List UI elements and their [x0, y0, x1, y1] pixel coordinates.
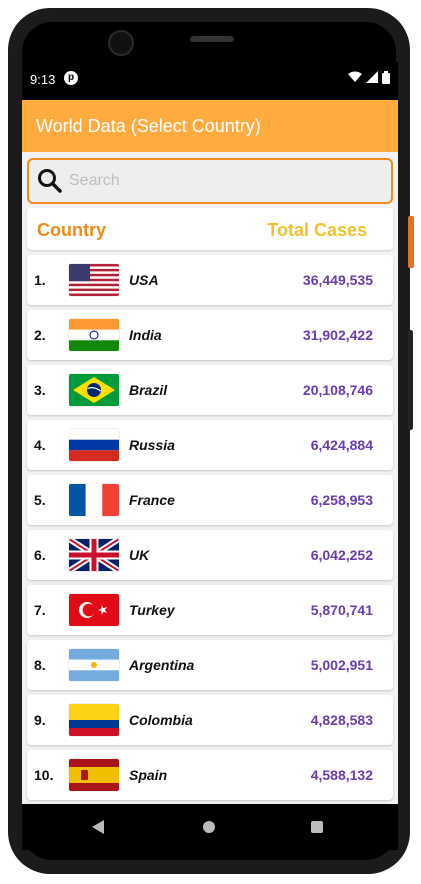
total-cases-value: 4,588,132	[310, 767, 373, 783]
russia-flag-icon	[69, 429, 119, 461]
table-row[interactable]: 10. Spain 4,588,132	[27, 750, 393, 800]
signal-icon	[366, 71, 378, 83]
battery-icon	[382, 71, 390, 84]
total-cases-value: 31,902,422	[302, 327, 373, 343]
india-flag-icon	[69, 319, 119, 351]
total-cases-value: 36,449,535	[302, 272, 373, 288]
page-title: World Data (Select Country)	[36, 116, 261, 136]
colombia-flag-icon	[69, 704, 119, 736]
argentina-flag-icon	[69, 649, 119, 681]
app-notification-icon: p	[64, 71, 78, 85]
back-icon[interactable]	[92, 820, 104, 834]
row-rank: 9.	[34, 712, 46, 728]
country-name: Russia	[129, 437, 175, 453]
row-rank: 8.	[34, 657, 46, 673]
country-name: Brazil	[129, 382, 168, 398]
edge-tab	[408, 216, 414, 268]
table-row[interactable]: 7. Turkey 5,870,741	[27, 585, 393, 635]
table-row[interactable]: 1. USA 36,449,535	[27, 255, 393, 305]
country-list: 1. USA 36,449,535 2.	[27, 255, 393, 804]
total-cases-value: 20,108,746	[302, 382, 373, 398]
status-bar: 9:13 p	[22, 62, 398, 100]
country-name: Spain	[129, 767, 168, 783]
home-icon[interactable]	[203, 821, 215, 833]
country-name: USA	[129, 272, 159, 288]
row-rank: 7.	[34, 602, 46, 618]
power-button	[408, 330, 413, 430]
search-icon	[38, 169, 62, 193]
total-cases-value: 4,828,583	[310, 712, 373, 728]
total-cases-value: 6,042,252	[310, 547, 373, 563]
search-placeholder: Search	[69, 172, 120, 189]
recent-apps-icon[interactable]	[311, 821, 323, 833]
table-row[interactable]: 8. Argentina 5,002,951	[27, 640, 393, 690]
column-header-total-cases: Total Cases	[267, 220, 367, 240]
total-cases-value: 6,258,953	[310, 492, 373, 508]
country-name: Colombia	[129, 712, 193, 728]
spain-flag-icon	[69, 759, 119, 791]
search-input[interactable]: Search	[27, 158, 393, 204]
country-name: Turkey	[129, 602, 175, 618]
earpiece-speaker	[190, 36, 234, 42]
table-row[interactable]: 9. Colombia 4,828,583	[27, 695, 393, 745]
country-name: UK	[129, 547, 150, 563]
country-name: France	[129, 492, 175, 508]
row-rank: 6.	[34, 547, 46, 563]
country-name: Argentina	[129, 657, 195, 673]
front-camera-icon	[108, 30, 134, 56]
system-icons	[348, 71, 390, 84]
row-rank: 10.	[34, 767, 54, 783]
wifi-icon	[348, 71, 362, 82]
table-row[interactable]: 4. Russia 6,424,884	[27, 420, 393, 470]
row-rank: 3.	[34, 382, 46, 398]
table-row[interactable]: 2. India 31,902,422	[27, 310, 393, 360]
total-cases-value: 5,002,951	[310, 657, 373, 673]
row-rank: 2.	[34, 327, 46, 343]
table-header: Country Total Cases	[27, 208, 393, 250]
navigation-bar	[22, 804, 398, 850]
table-row[interactable]: 3. Brazil 20,108,746	[27, 365, 393, 415]
total-cases-value: 6,424,884	[310, 437, 373, 453]
france-flag-icon	[69, 484, 119, 516]
app-bar: World Data (Select Country)	[22, 100, 398, 152]
table-row[interactable]: 6. UK 6,042,252	[27, 530, 393, 580]
column-header-country: Country	[37, 220, 106, 240]
turkey-flag-icon	[69, 594, 119, 626]
country-name: India	[129, 327, 162, 343]
row-rank: 1.	[34, 272, 46, 288]
usa-flag-icon	[69, 264, 119, 296]
brazil-flag-icon	[69, 374, 119, 406]
uk-flag-icon	[69, 539, 119, 571]
table-row[interactable]: 5. France 6,258,953	[27, 475, 393, 525]
total-cases-value: 5,870,741	[310, 602, 373, 618]
app-screen: 9:13 p World Data (Select Country) Searc…	[22, 62, 398, 804]
row-rank: 4.	[34, 437, 46, 453]
status-time: 9:13	[30, 72, 56, 87]
row-rank: 5.	[34, 492, 46, 508]
